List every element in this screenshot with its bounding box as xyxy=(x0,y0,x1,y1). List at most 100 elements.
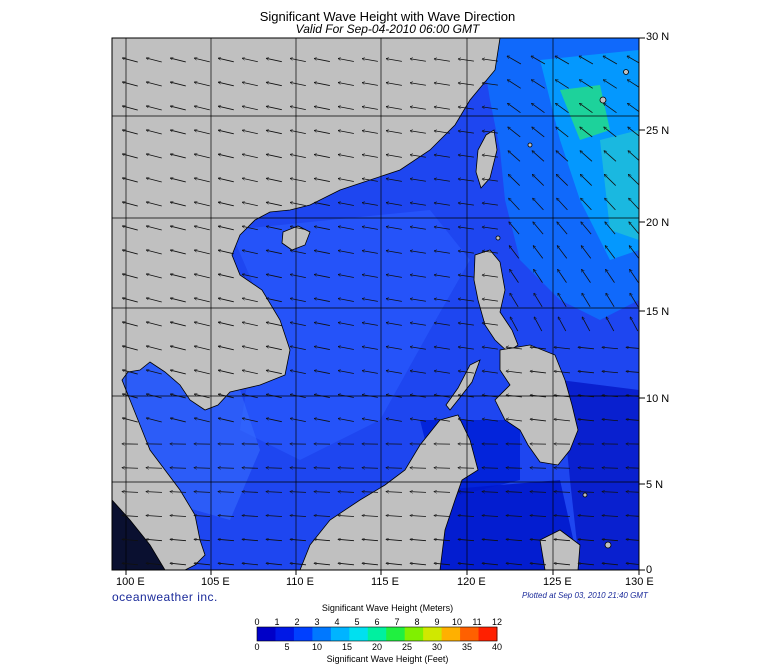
wave-direction-arrow xyxy=(554,515,571,516)
legend-frame xyxy=(256,626,498,642)
wave-direction-arrow xyxy=(627,80,639,88)
wave-direction-arrow xyxy=(410,299,426,302)
wave-direction-arrow xyxy=(508,151,521,162)
wave-direction-arrow xyxy=(458,419,474,422)
wave-direction-arrow xyxy=(530,539,547,540)
lon-label-110e: 110 E xyxy=(286,576,314,588)
wave-direction-arrow xyxy=(218,515,235,516)
wave-direction-arrow xyxy=(314,250,330,254)
wave-direction-arrow xyxy=(628,103,639,113)
wave-direction-arrow xyxy=(242,418,258,423)
wave-direction-arrow xyxy=(314,563,330,566)
wave-direction-arrow xyxy=(290,202,306,207)
map-subtitle: Valid For Sep-04-2010 06:00 GMT xyxy=(295,22,480,36)
legend-swatch xyxy=(349,627,369,641)
wave-direction-arrow xyxy=(362,179,378,182)
wave-direction-arrow xyxy=(482,179,498,182)
wave-direction-arrow xyxy=(266,250,282,255)
wave-direction-arrow xyxy=(532,151,545,162)
wave-direction-arrow xyxy=(410,275,426,278)
wave-direction-arrow xyxy=(338,131,354,134)
wave-direction-arrow xyxy=(458,131,474,134)
wave-direction-arrow xyxy=(290,346,306,351)
wave-direction-arrow xyxy=(314,154,330,158)
wave-direction-arrow xyxy=(242,346,258,351)
wave-direction-arrow xyxy=(338,492,355,493)
wave-direction-arrow xyxy=(314,346,330,350)
wave-direction-arrow xyxy=(604,103,617,113)
wave-direction-arrow xyxy=(410,347,426,350)
wave-direction-arrow xyxy=(626,563,639,565)
wave-direction-arrow xyxy=(510,293,519,308)
wave-direction-arrow xyxy=(604,174,616,186)
wave-direction-arrow xyxy=(194,539,211,540)
wave-direction-arrow xyxy=(146,130,162,135)
wave-direction-arrow xyxy=(266,322,282,327)
wave-direction-arrow xyxy=(482,227,498,230)
wave-direction-arrow xyxy=(266,492,283,493)
wave-direction-arrow xyxy=(338,107,354,110)
wave-direction-arrow xyxy=(482,83,498,86)
wave-direction-arrow xyxy=(602,371,619,374)
wave-direction-arrow xyxy=(146,82,162,87)
wave-direction-arrow xyxy=(218,418,234,423)
wave-direction-arrow xyxy=(386,107,402,110)
wave-direction-arrow xyxy=(146,539,163,540)
wave-direction-arrow xyxy=(603,56,618,65)
wave-direction-arrow xyxy=(558,269,567,283)
wave-direction-arrow xyxy=(507,56,522,65)
wave-direction-arrow xyxy=(194,563,210,566)
wave-direction-arrow xyxy=(604,151,617,162)
wave-direction-arrow xyxy=(122,202,138,207)
wave-direction-arrow xyxy=(266,274,282,279)
wave-direction-arrow xyxy=(194,202,210,207)
wave-height-field xyxy=(112,38,639,570)
wave-direction-arrow xyxy=(482,107,498,110)
wave-direction-arrow xyxy=(146,106,162,111)
wave-direction-arrow xyxy=(434,395,450,398)
wave-direction-arrow xyxy=(362,515,379,516)
wave-direction-arrow xyxy=(629,222,639,235)
wave-direction-arrow xyxy=(434,251,450,254)
legend-swatch xyxy=(330,627,350,641)
wave-direction-arrow xyxy=(290,274,306,279)
wave-direction-arrow xyxy=(338,179,354,182)
wave-direction-arrow xyxy=(146,394,162,399)
wave-direction-arrow xyxy=(630,269,639,283)
wave-direction-arrow xyxy=(170,539,187,540)
wave-direction-arrow xyxy=(218,154,234,159)
wave-direction-arrow xyxy=(170,346,186,351)
wave-direction-arrow xyxy=(458,275,474,278)
lon-label-120e: 120 E xyxy=(457,576,486,588)
lat-label-0: 0 xyxy=(646,564,653,576)
wave-direction-arrow xyxy=(458,227,474,230)
wave-direction-arrow xyxy=(170,154,186,159)
legend-swatch xyxy=(404,627,424,641)
wave-direction-arrow xyxy=(482,515,499,516)
wave-direction-arrow xyxy=(362,395,378,398)
legend-feet-tick: 25 xyxy=(401,642,413,652)
wave-direction-arrow xyxy=(386,347,402,350)
wave-direction-arrow xyxy=(434,299,450,302)
wave-direction-arrow xyxy=(194,58,210,63)
wave-direction-arrow xyxy=(626,419,639,420)
legend-meter-tick: 0 xyxy=(254,617,260,627)
wave-direction-arrow xyxy=(509,246,520,259)
wave-direction-arrow xyxy=(338,371,354,374)
wave-direction-arrow xyxy=(314,394,330,398)
wave-direction-arrow xyxy=(146,322,162,327)
lat-label-25n: 25 N xyxy=(646,125,670,137)
wave-direction-arrow xyxy=(482,251,498,254)
wave-direction-arrow xyxy=(338,395,354,398)
wave-direction-arrow xyxy=(458,539,475,540)
wave-direction-arrow xyxy=(242,322,258,327)
wave-direction-arrow xyxy=(581,198,592,211)
wave-direction-arrow xyxy=(362,492,379,493)
wave-direction-arrow xyxy=(386,251,402,254)
land-taiwan xyxy=(475,129,498,189)
wave-direction-arrow xyxy=(170,322,186,327)
wave-direction-arrows xyxy=(122,56,639,566)
wave-direction-arrow xyxy=(194,515,211,516)
wave-direction-arrow xyxy=(218,226,234,231)
